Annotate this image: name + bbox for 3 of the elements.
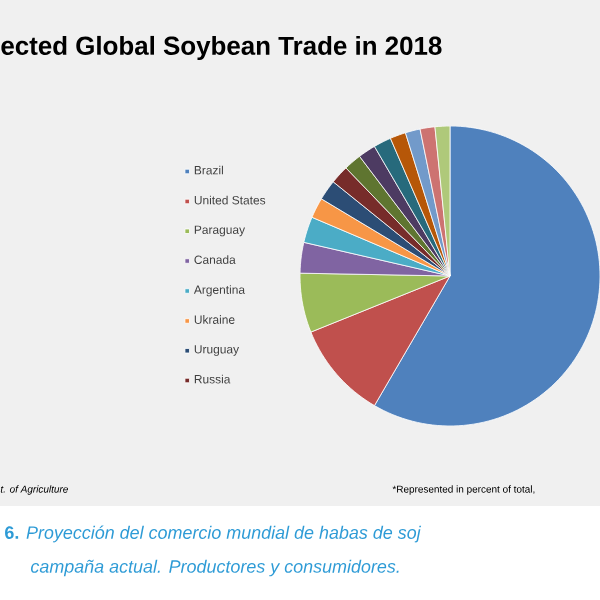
text: campaña actual. Productores y consumidores. [30,559,399,577]
chart-title: ected Global Soybean Trade in 2018 [1,35,442,61]
text: 6. Proyección del comercio mundial de habas de soj [5,525,422,543]
